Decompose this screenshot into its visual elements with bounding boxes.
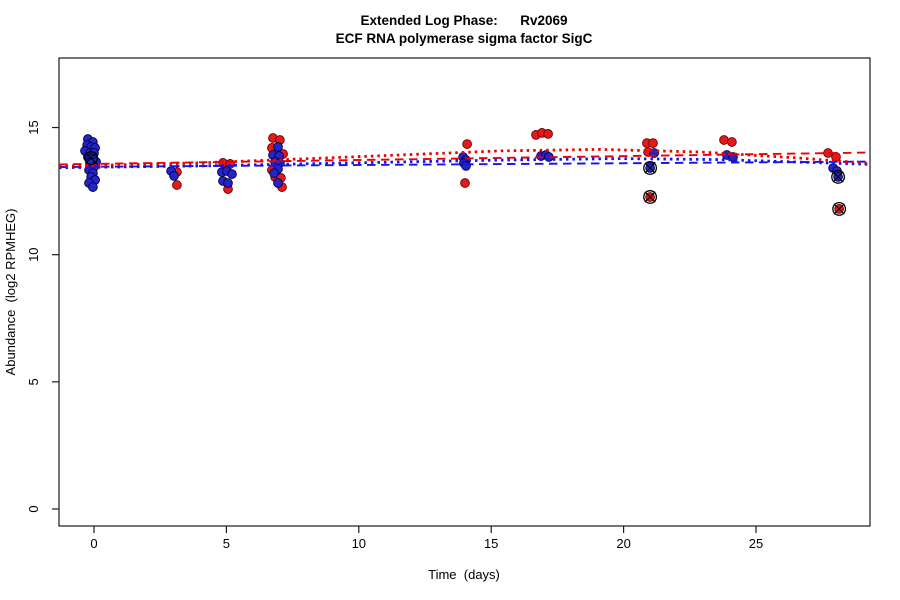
data-points-layer [80, 128, 844, 214]
data-point-blue [223, 178, 233, 188]
outlier-mark [643, 190, 658, 204]
x-axis-ticks: 0 5 10 15 20 25 [90, 526, 763, 551]
data-point-blue [269, 168, 279, 178]
data-point-blue [227, 169, 237, 179]
data-point-red [719, 135, 729, 145]
data-point-blue [461, 161, 471, 171]
data-point-red [648, 138, 658, 148]
data-point-blue [273, 142, 283, 152]
data-point-blue [169, 171, 179, 181]
outlier-ring [643, 161, 658, 175]
outlier-cross [833, 203, 845, 215]
plot-border-box [58, 57, 871, 527]
outlier-mark [831, 169, 846, 184]
plot-title-line1: Extended Log Phase: Rv2069 [360, 13, 567, 28]
outlier-mark [643, 161, 658, 175]
plot-title-line2: ECF RNA polymerase sigma factor SigC [336, 31, 593, 46]
outlier-mark [84, 151, 99, 166]
x-tick-label: 5 [223, 536, 230, 551]
x-tick-label: 15 [484, 536, 498, 551]
y-tick-label: 10 [26, 247, 41, 261]
trend-lines-layer [58, 147, 871, 170]
outlier-ring [832, 201, 847, 216]
data-point-red [462, 139, 472, 149]
blue-smooth-fit-line [58, 157, 871, 170]
y-tick-label: 15 [26, 120, 41, 134]
data-point-blue [273, 178, 283, 188]
outlier-marks-layer [84, 151, 847, 216]
x-tick-label: 25 [749, 536, 763, 551]
outlier-ring [84, 151, 99, 166]
outlier-mark [832, 201, 847, 216]
x-axis-label: Time (days) [428, 567, 500, 582]
outlier-ring [643, 190, 658, 204]
x-tick-label: 20 [616, 536, 630, 551]
outlier-cross [85, 152, 97, 164]
outlier-cross [644, 162, 656, 174]
outlier-ring [831, 169, 846, 184]
x-tick-label: 10 [352, 536, 366, 551]
y-tick-label: 0 [26, 505, 41, 512]
y-axis-label: Abundance (log2 RPMHEG) [3, 209, 18, 376]
x-tick-label: 0 [90, 536, 97, 551]
data-point-blue [88, 182, 98, 192]
data-point-red [172, 180, 182, 190]
blue-linear-fit-line [58, 160, 871, 168]
data-point-red [460, 178, 470, 188]
data-point-red [727, 137, 737, 147]
y-tick-label: 5 [26, 378, 41, 385]
data-point-red [543, 129, 553, 139]
outlier-cross [644, 191, 656, 203]
outlier-cross [832, 171, 844, 183]
y-axis-ticks: 0 5 10 15 [26, 120, 59, 513]
